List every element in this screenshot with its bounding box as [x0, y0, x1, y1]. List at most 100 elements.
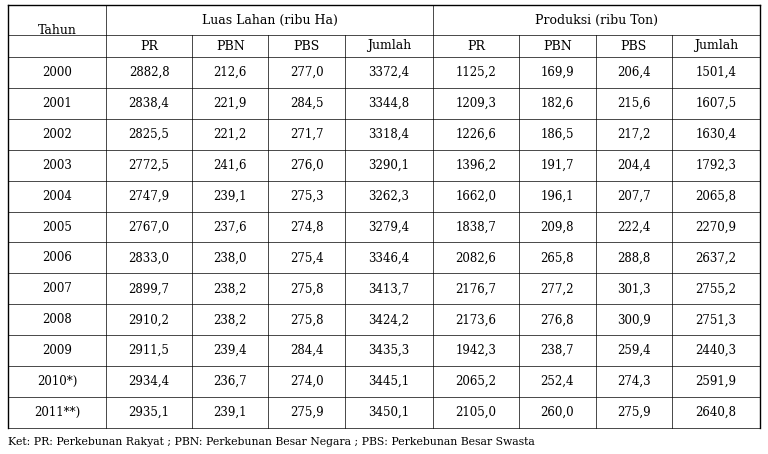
- Text: 2105,0: 2105,0: [455, 406, 497, 419]
- Text: 238,0: 238,0: [214, 252, 247, 265]
- Text: PBN: PBN: [216, 39, 245, 53]
- Text: 274,0: 274,0: [290, 375, 323, 388]
- Text: 238,2: 238,2: [214, 313, 247, 326]
- Text: Tahun: Tahun: [38, 25, 76, 38]
- Text: 186,5: 186,5: [541, 128, 574, 141]
- Text: 2838,4: 2838,4: [128, 97, 170, 110]
- Text: 3344,8: 3344,8: [369, 97, 409, 110]
- Text: 2934,4: 2934,4: [128, 375, 170, 388]
- Text: 241,6: 241,6: [214, 159, 247, 172]
- Text: 2591,9: 2591,9: [696, 375, 737, 388]
- Text: 239,4: 239,4: [214, 344, 247, 357]
- Text: 277,0: 277,0: [290, 66, 323, 79]
- Text: 2899,7: 2899,7: [128, 282, 170, 296]
- Text: 1501,4: 1501,4: [696, 66, 737, 79]
- Text: 2637,2: 2637,2: [696, 252, 737, 265]
- Text: 301,3: 301,3: [617, 282, 650, 296]
- Text: 1396,2: 1396,2: [455, 159, 497, 172]
- Text: 2640,8: 2640,8: [696, 406, 737, 419]
- Text: 3372,4: 3372,4: [369, 66, 409, 79]
- Text: 2002: 2002: [42, 128, 72, 141]
- Text: 1838,7: 1838,7: [455, 221, 496, 233]
- Text: 252,4: 252,4: [541, 375, 574, 388]
- Text: 238,7: 238,7: [541, 344, 574, 357]
- Text: 2009: 2009: [42, 344, 72, 357]
- Text: Produksi (ribu Ton): Produksi (ribu Ton): [535, 14, 658, 26]
- Text: 265,8: 265,8: [541, 252, 574, 265]
- Text: 2065,2: 2065,2: [455, 375, 497, 388]
- Text: 2173,6: 2173,6: [455, 313, 497, 326]
- Text: 271,7: 271,7: [290, 128, 323, 141]
- Text: 207,7: 207,7: [617, 190, 650, 202]
- Text: 3290,1: 3290,1: [369, 159, 409, 172]
- Text: 1209,3: 1209,3: [455, 97, 497, 110]
- Text: 209,8: 209,8: [541, 221, 574, 233]
- Text: 2911,5: 2911,5: [128, 344, 170, 357]
- Text: 3424,2: 3424,2: [369, 313, 409, 326]
- Text: 3450,1: 3450,1: [369, 406, 409, 419]
- Text: 206,4: 206,4: [617, 66, 650, 79]
- Text: 221,2: 221,2: [214, 128, 247, 141]
- Text: 275,4: 275,4: [290, 252, 323, 265]
- Text: 2065,8: 2065,8: [696, 190, 737, 202]
- Text: 300,9: 300,9: [617, 313, 650, 326]
- Text: 276,8: 276,8: [541, 313, 574, 326]
- Text: 2751,3: 2751,3: [696, 313, 737, 326]
- Text: 169,9: 169,9: [541, 66, 574, 79]
- Text: 2882,8: 2882,8: [129, 66, 169, 79]
- Text: Ket: PR: Perkebunan Rakyat ; PBN: Perkebunan Besar Negara ; PBS: Perkebunan Besa: Ket: PR: Perkebunan Rakyat ; PBN: Perkeb…: [8, 437, 535, 447]
- Text: 2440,3: 2440,3: [695, 344, 737, 357]
- Text: 3435,3: 3435,3: [369, 344, 409, 357]
- Text: 259,4: 259,4: [617, 344, 650, 357]
- Text: 275,3: 275,3: [290, 190, 323, 202]
- Text: 2825,5: 2825,5: [128, 128, 170, 141]
- Text: 196,1: 196,1: [541, 190, 574, 202]
- Text: 3262,3: 3262,3: [369, 190, 409, 202]
- Text: 275,9: 275,9: [290, 406, 323, 419]
- Text: PBS: PBS: [293, 39, 319, 53]
- Text: 2270,9: 2270,9: [696, 221, 737, 233]
- Text: 3346,4: 3346,4: [369, 252, 409, 265]
- Text: 3279,4: 3279,4: [369, 221, 409, 233]
- Text: 2005: 2005: [42, 221, 72, 233]
- Text: 237,6: 237,6: [214, 221, 247, 233]
- Text: 2935,1: 2935,1: [128, 406, 170, 419]
- Text: 2008: 2008: [42, 313, 72, 326]
- Text: 222,4: 222,4: [617, 221, 650, 233]
- Text: 2910,2: 2910,2: [128, 313, 170, 326]
- Text: PR: PR: [467, 39, 485, 53]
- Text: 1792,3: 1792,3: [696, 159, 737, 172]
- Text: 260,0: 260,0: [541, 406, 574, 419]
- Text: 275,8: 275,8: [290, 282, 323, 296]
- Text: PBN: PBN: [543, 39, 571, 53]
- Text: 1630,4: 1630,4: [695, 128, 737, 141]
- Text: 3318,4: 3318,4: [369, 128, 409, 141]
- Text: 288,8: 288,8: [617, 252, 650, 265]
- Text: 2772,5: 2772,5: [128, 159, 170, 172]
- Text: 1607,5: 1607,5: [695, 97, 737, 110]
- Text: 275,9: 275,9: [617, 406, 650, 419]
- Text: 2767,0: 2767,0: [128, 221, 170, 233]
- Text: 274,8: 274,8: [290, 221, 323, 233]
- Text: 2003: 2003: [42, 159, 72, 172]
- Text: 2011**): 2011**): [34, 406, 80, 419]
- Text: 275,8: 275,8: [290, 313, 323, 326]
- Text: 204,4: 204,4: [617, 159, 650, 172]
- Text: Jumlah: Jumlah: [367, 39, 411, 53]
- Text: 2000: 2000: [42, 66, 72, 79]
- Text: Jumlah: Jumlah: [694, 39, 738, 53]
- Text: 191,7: 191,7: [541, 159, 574, 172]
- Text: 276,0: 276,0: [290, 159, 323, 172]
- Text: PR: PR: [140, 39, 158, 53]
- Text: 284,4: 284,4: [290, 344, 323, 357]
- Text: Luas Lahan (ribu Ha): Luas Lahan (ribu Ha): [201, 14, 337, 26]
- Text: 3445,1: 3445,1: [369, 375, 409, 388]
- Text: 217,2: 217,2: [617, 128, 650, 141]
- Text: 2004: 2004: [42, 190, 72, 202]
- Text: 2747,9: 2747,9: [128, 190, 170, 202]
- Text: 2755,2: 2755,2: [696, 282, 737, 296]
- Text: 239,1: 239,1: [214, 190, 247, 202]
- Text: 3413,7: 3413,7: [369, 282, 409, 296]
- Text: 2006: 2006: [42, 252, 72, 265]
- Text: 284,5: 284,5: [290, 97, 323, 110]
